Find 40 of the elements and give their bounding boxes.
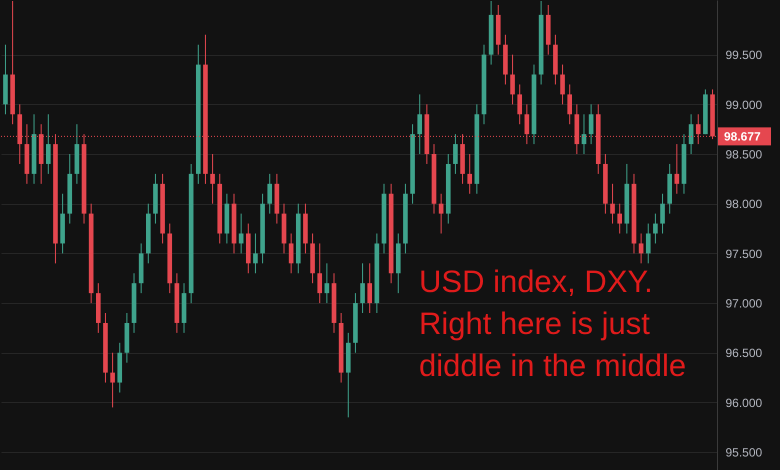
candlestick	[660, 193, 665, 234]
y-tick-label: 96.500	[726, 346, 763, 360]
y-tick-label: 97.000	[726, 296, 763, 311]
candlestick	[567, 84, 572, 125]
candlestick	[417, 94, 422, 155]
candlestick	[453, 134, 458, 174]
candlestick	[588, 104, 594, 145]
candlestick	[110, 352, 115, 408]
candlestick	[438, 193, 444, 234]
candlestick	[617, 203, 622, 234]
candlestick	[510, 54, 515, 105]
candlestick	[582, 114, 586, 155]
candlestick	[288, 233, 294, 274]
candlestick	[238, 213, 244, 254]
candlestick	[46, 114, 51, 174]
candlestick	[467, 154, 472, 194]
candlestick	[638, 233, 644, 264]
ref-line-label: 98.677	[724, 129, 762, 144]
candlestick	[267, 173, 272, 214]
candlestick	[517, 84, 522, 125]
y-tick-label: 98.500	[726, 148, 763, 162]
y-tick-label: 96.000	[726, 396, 763, 410]
candlestick	[210, 154, 215, 204]
y-tick-label: 99.500	[726, 48, 763, 62]
y-tick-label: 99.000	[726, 98, 763, 112]
candlestick	[610, 183, 615, 224]
candlestick	[253, 233, 258, 274]
candlestick	[324, 262, 330, 304]
y-tick-label: 98.000	[726, 197, 763, 212]
y-tick-label: 97.500	[726, 246, 763, 261]
annotation: USD index, DXY. Right here is just diddle in the middle	[419, 264, 686, 383]
candlestick	[317, 242, 322, 304]
candlestick	[653, 213, 658, 244]
candlestick	[360, 262, 365, 314]
candlestick	[367, 262, 372, 314]
candlestick	[674, 144, 680, 194]
candlestick	[560, 64, 565, 105]
candlestick	[646, 223, 651, 264]
candlestick	[688, 114, 694, 155]
y-tick-label: 95.500	[726, 446, 763, 460]
